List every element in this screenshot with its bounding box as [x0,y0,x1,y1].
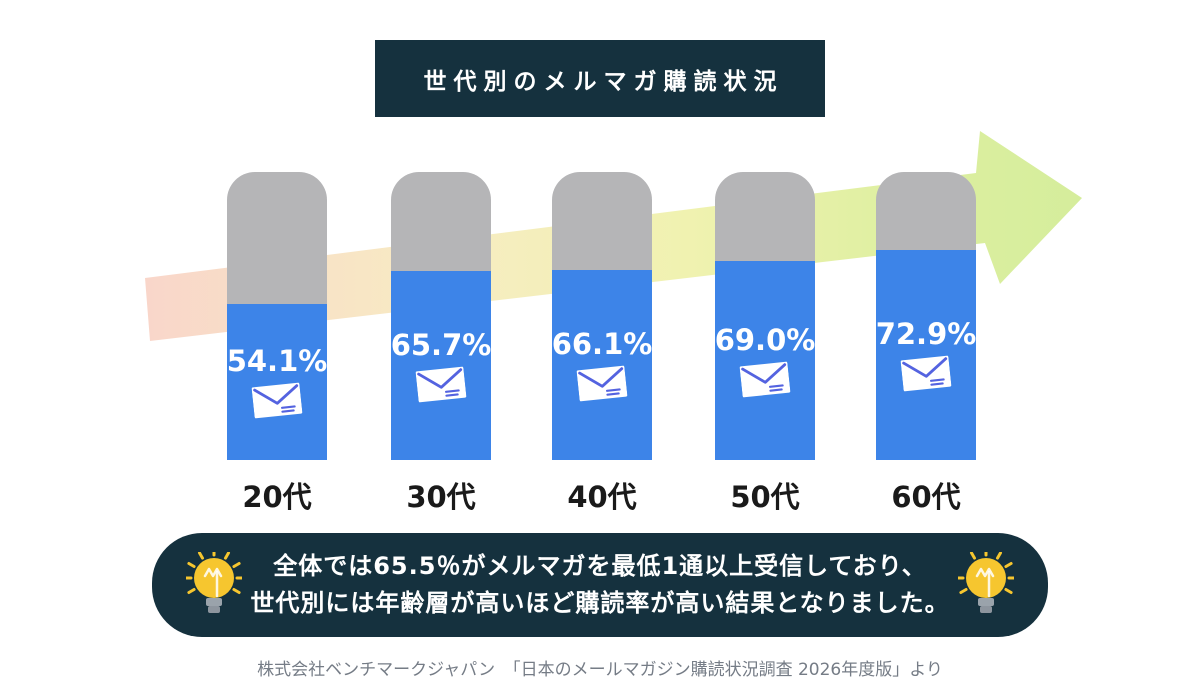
bar-category-label: 30代 [406,480,476,514]
page-title: 世代別のメルマガ購読状況 [423,68,784,95]
bar-value-label: 66.1% [551,327,653,361]
bar-value-label: 72.9% [875,317,977,351]
title-banner: 世代別のメルマガ購読状況 [375,40,825,117]
bar-category-label: 50代 [730,480,800,514]
bar-value-label: 69.0% [714,322,816,357]
envelope-icon [739,361,791,397]
chart-bar: 72.9% 60代 [876,172,976,514]
callout-line-2: 世代別には年齢層が高いほど購読率が高い結果となりました。 [250,589,950,617]
chart-bar: 54.1% 20代 [227,172,327,514]
envelope-icon [251,382,303,419]
bar-category-label: 40代 [567,480,637,514]
bar-fill: 54.1% [227,304,327,460]
bar-category-label: 60代 [891,480,961,514]
callout-banner: 全体では65.5％がメルマガを最低1通以上受信しており、 世代別には年齢層が高い… [152,533,1048,637]
chart-bar: 69.0% 50代 [715,172,815,514]
lightbulb-icon [958,552,1014,613]
bar-fill: 65.7% [391,271,491,460]
callout-line-1: 全体では65.5％がメルマガを最低1通以上受信しており、 [273,552,927,580]
source-attribution: 株式会社ベンチマークジャパン 「日本のメールマガジン購読状況調査 2026年度版… [257,660,943,680]
envelope-icon [900,355,952,392]
bar-value-label: 54.1% [226,344,328,378]
lightbulb-icon [186,552,242,613]
bar-category-label: 20代 [242,480,312,514]
chart-bar: 66.1% 40代 [552,172,652,514]
bar-value-label: 65.7% [390,327,492,362]
callout-text: 全体では65.5％がメルマガを最低1通以上受信しており、 世代別には年齢層が高い… [242,548,958,622]
bar-fill: 66.1% [552,270,652,460]
bar-fill: 72.9% [876,250,976,460]
envelope-icon [415,366,467,402]
envelope-icon [576,365,628,402]
bar-fill: 69.0% [715,261,815,460]
chart-bar: 65.7% 30代 [391,172,491,514]
